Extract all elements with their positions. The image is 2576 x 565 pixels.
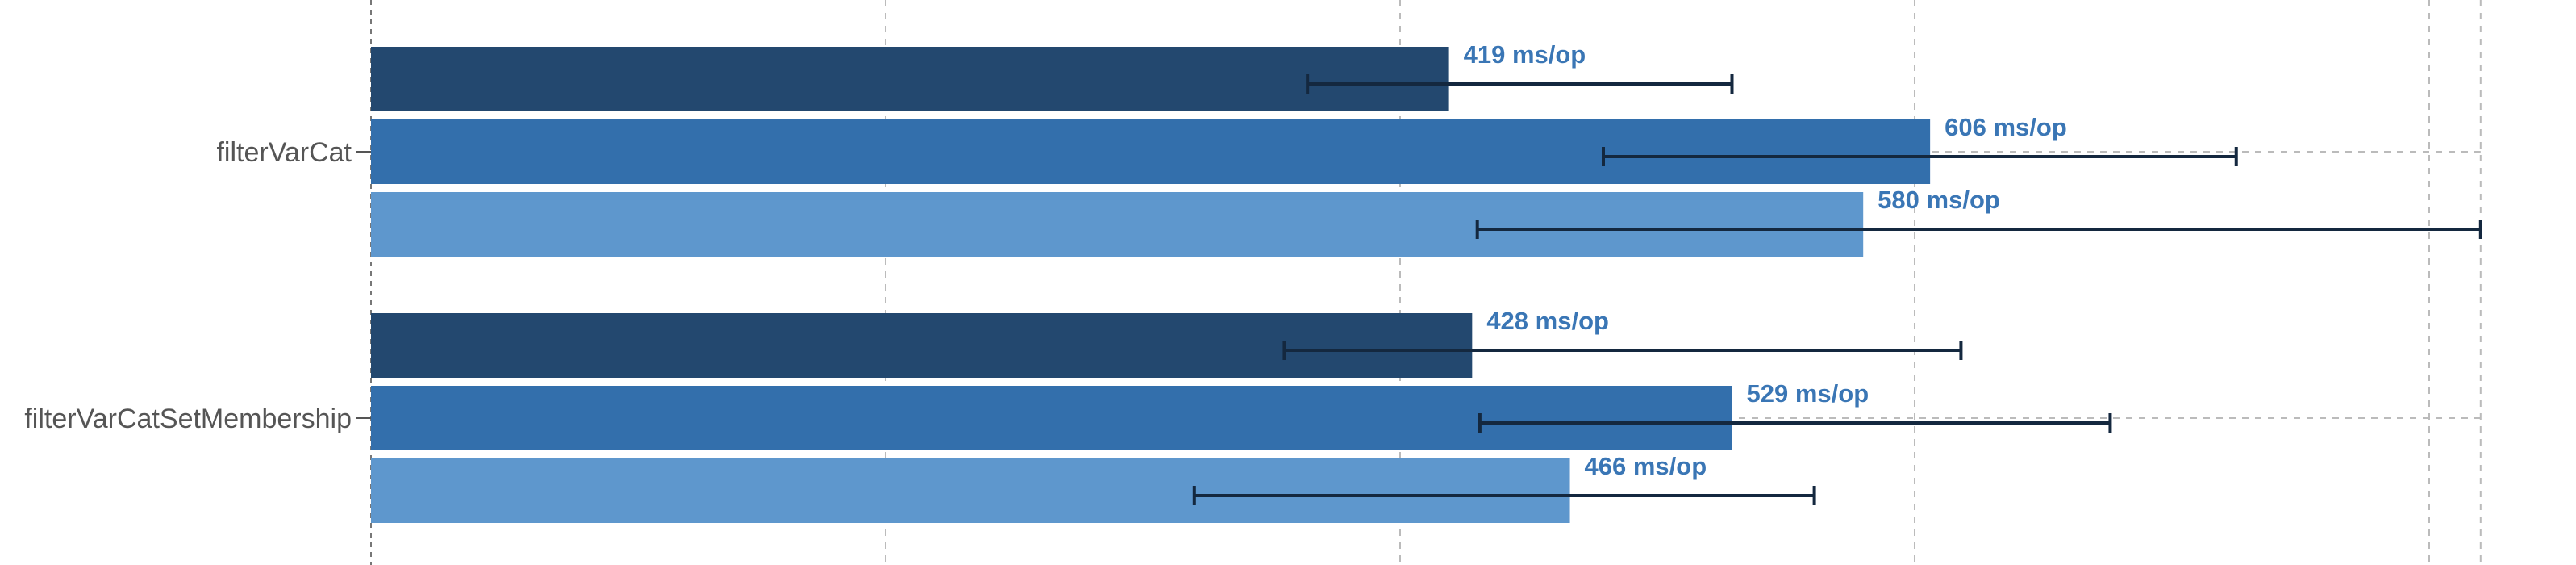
bars — [371, 47, 1931, 523]
value-label: 606 ms/op — [1945, 113, 2067, 141]
error-bars — [1192, 74, 2482, 505]
value-label: 466 ms/op — [1585, 452, 1707, 480]
value-label: 529 ms/op — [1747, 379, 1869, 408]
bar — [371, 458, 1570, 523]
category-labels: filterVarCat filterVarCatSetMembership — [24, 137, 371, 434]
value-label: 580 ms/op — [1878, 186, 2000, 214]
category-label: filterVarCatSetMembership — [24, 404, 352, 434]
bar — [371, 386, 1732, 450]
bar — [371, 313, 1473, 378]
bar — [371, 47, 1449, 111]
bar — [371, 192, 1864, 257]
value-labels: 419 ms/op 606 ms/op 580 ms/op 428 ms/op 529 … — [1464, 40, 2067, 480]
category-label: filterVarCat — [216, 137, 352, 168]
value-label: 419 ms/op — [1464, 40, 1586, 69]
value-label: 428 ms/op — [1486, 307, 1609, 335]
bar — [371, 119, 1931, 184]
